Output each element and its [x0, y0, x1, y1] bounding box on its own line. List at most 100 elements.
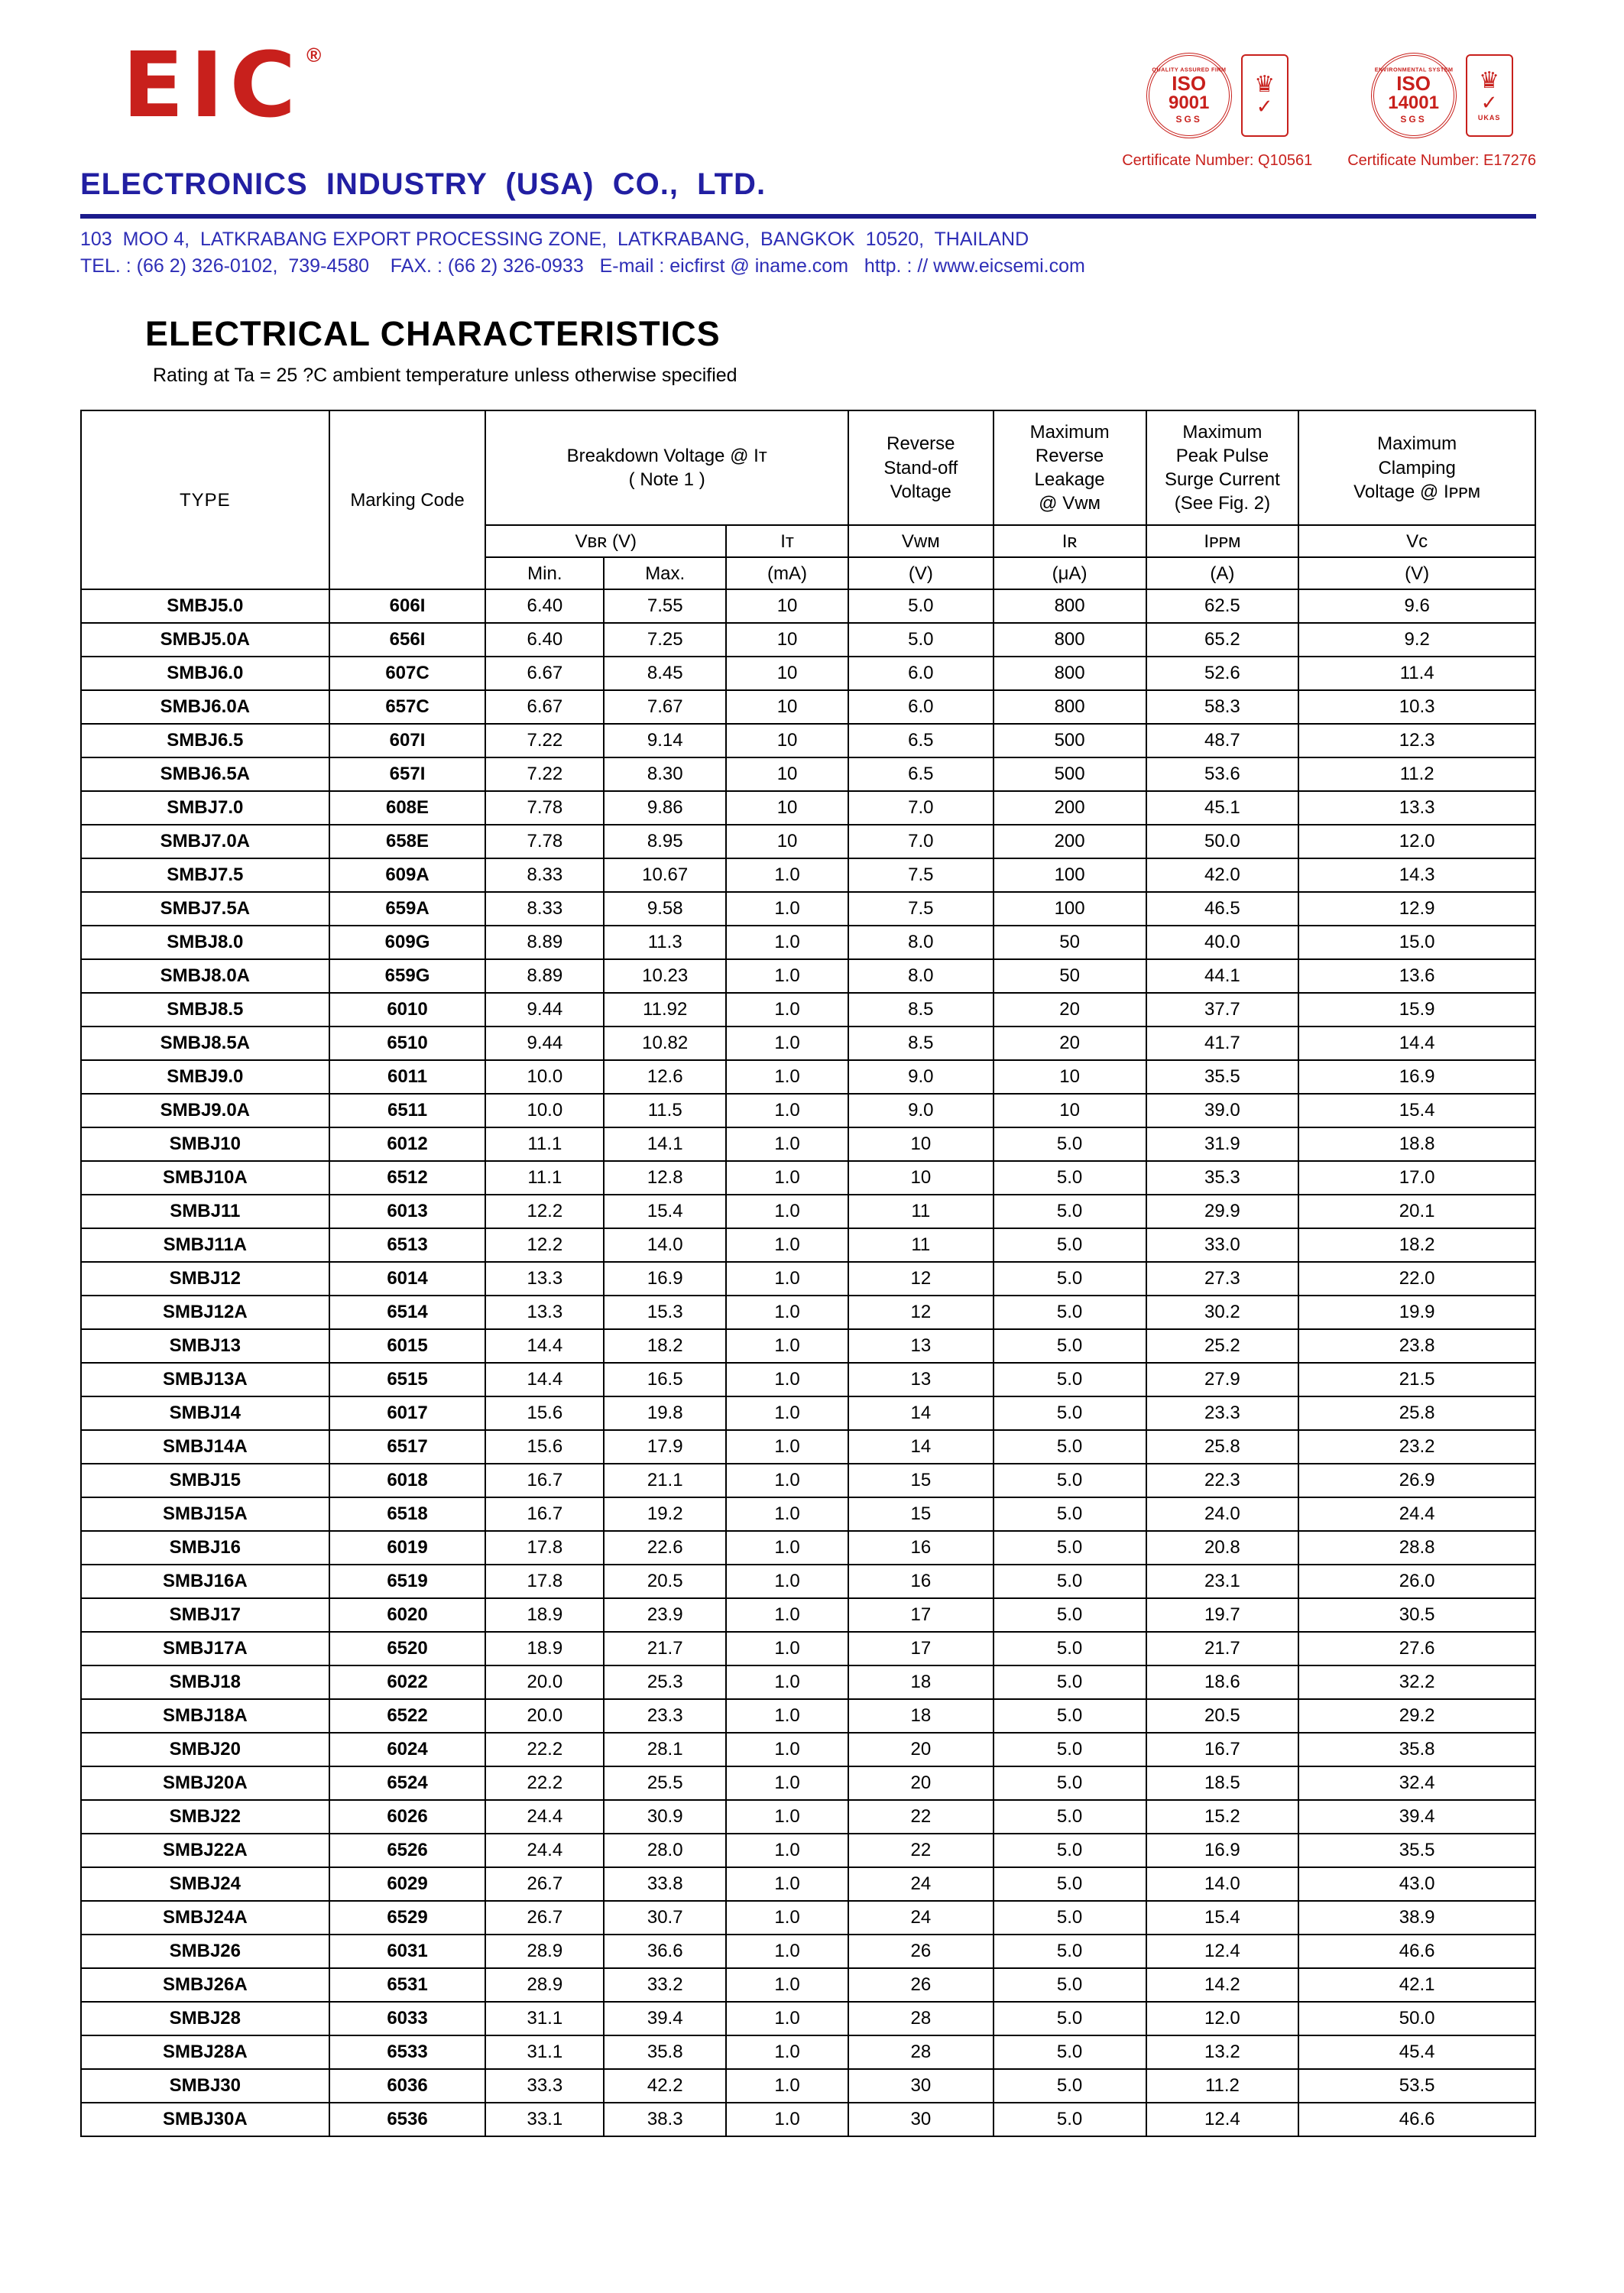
ir-cell: 200	[992, 824, 1147, 860]
type-cell: SMBJ16A	[80, 1564, 330, 1600]
unit-vc: (V)	[1298, 556, 1536, 591]
table-row: SMBJ26A 6531 28.9 33.2 1.0 26 5.0 14.2 42.1	[80, 1967, 1536, 2003]
it-cell: 1.0	[725, 1396, 849, 1432]
marking-code-cell: 6015	[328, 1328, 487, 1364]
marking-code-cell: 6529	[328, 1900, 487, 1936]
type-cell: SMBJ22A	[80, 1833, 330, 1869]
vwm-cell: 10	[847, 1160, 994, 1196]
vc-cell: 10.3	[1298, 689, 1536, 725]
ir-cell: 800	[992, 622, 1147, 658]
vc-cell: 23.8	[1298, 1328, 1536, 1364]
symbol-ir: Iʀ	[992, 524, 1147, 559]
ir-cell: 5.0	[992, 1934, 1147, 1970]
table-row: SMBJ5.0A 656I 6.40 7.25 10 5.0 800 65.2 9.2	[80, 622, 1536, 658]
vwm-cell: 30	[847, 2068, 994, 2104]
iso-word: ISO	[1396, 71, 1431, 95]
ir-cell: 50	[992, 958, 1147, 994]
marking-code-cell: 6518	[328, 1497, 487, 1532]
marking-code-cell: 6512	[328, 1160, 487, 1196]
vbr-max-cell: 39.4	[603, 2001, 728, 2037]
iso-number: 14001	[1388, 92, 1439, 113]
vbr-max-cell: 30.9	[603, 1799, 728, 1835]
ippm-cell: 30.2	[1145, 1295, 1300, 1331]
vbr-max-cell: 33.8	[603, 1867, 728, 1902]
table-row: SMBJ11 6013 12.2 15.4 1.0 11 5.0 29.9 20.1	[80, 1194, 1536, 1230]
ir-cell: 10	[992, 1093, 1147, 1129]
vc-cell: 22.0	[1298, 1261, 1536, 1297]
vbr-max-cell: 17.9	[603, 1429, 728, 1465]
it-cell: 1.0	[725, 1766, 849, 1802]
it-cell: 1.0	[725, 1867, 849, 1902]
header-row-groups: TYPE Marking Code Breakdown Voltage @ Iᴛ…	[80, 410, 1536, 591]
ippm-cell: 44.1	[1145, 958, 1300, 994]
vc-cell: 35.8	[1298, 1732, 1536, 1768]
ippm-cell: 16.7	[1145, 1732, 1300, 1768]
table-row: SMBJ6.0 607C 6.67 8.45 10 6.0 800 52.6 11.4	[80, 656, 1536, 692]
header-divider	[80, 214, 1536, 219]
vbr-min-cell: 9.44	[485, 1026, 605, 1062]
ir-cell: 5.0	[992, 1396, 1147, 1432]
table-row: SMBJ15 6018 16.7 21.1 1.0 15 5.0 22.3 26.9	[80, 1463, 1536, 1499]
vc-cell: 21.5	[1298, 1362, 1536, 1398]
ippm-cell: 46.5	[1145, 891, 1300, 927]
vbr-max-cell: 7.55	[603, 589, 728, 624]
marking-code-cell: 6022	[328, 1665, 487, 1701]
vc-cell: 42.1	[1298, 1967, 1536, 2003]
vwm-cell: 7.5	[847, 891, 994, 927]
vbr-min-cell: 10.0	[485, 1059, 605, 1095]
type-cell: SMBJ8.0	[80, 925, 330, 961]
ir-cell: 100	[992, 891, 1147, 927]
vwm-cell: 6.5	[847, 723, 994, 759]
vbr-min-cell: 7.78	[485, 824, 605, 860]
table-row: SMBJ8.5A 6510 9.44 10.82 1.0 8.5 20 41.7 14.4	[80, 1026, 1536, 1062]
ukas-crest-icon: ♛ ✓ UKAS	[1465, 54, 1513, 137]
seal-ring-label: ENVIRONMENTAL SYSTEM	[1374, 66, 1453, 73]
ir-cell: 5.0	[992, 1530, 1147, 1566]
unit-vwm: (V)	[847, 556, 994, 591]
vwm-cell: 20	[847, 1732, 994, 1768]
ir-cell: 5.0	[992, 1732, 1147, 1768]
vwm-cell: 14	[847, 1396, 994, 1432]
unit-max: Max.	[603, 556, 728, 591]
ir-cell: 20	[992, 1026, 1147, 1062]
table-header: TYPE Marking Code Breakdown Voltage @ Iᴛ…	[80, 410, 1536, 591]
vbr-min-cell: 13.3	[485, 1295, 605, 1331]
ir-cell: 5.0	[992, 1429, 1147, 1465]
ir-cell: 5.0	[992, 1261, 1147, 1297]
vc-cell: 28.8	[1298, 1530, 1536, 1566]
vbr-min-cell: 24.4	[485, 1833, 605, 1869]
ir-cell: 5.0	[992, 2068, 1147, 2104]
it-cell: 1.0	[725, 992, 849, 1028]
electrical-characteristics-table: TYPE Marking Code Breakdown Voltage @ Iᴛ…	[80, 410, 1536, 2138]
type-cell: SMBJ18A	[80, 1698, 330, 1734]
marking-code-cell: 6517	[328, 1429, 487, 1465]
vbr-max-cell: 7.25	[603, 622, 728, 658]
address-line-2: TEL. : (66 2) 326-0102, 739-4580 FAX. : …	[80, 255, 1085, 277]
table-row: SMBJ20A 6524 22.2 25.5 1.0 20 5.0 18.5 32.4	[80, 1766, 1536, 1802]
section-title: ELECTRICAL CHARACTERISTICS	[145, 314, 721, 354]
vc-cell: 9.6	[1298, 589, 1536, 624]
marking-code-cell: 6513	[328, 1228, 487, 1263]
vbr-max-cell: 25.5	[603, 1766, 728, 1802]
type-cell: SMBJ6.0A	[80, 689, 330, 725]
ir-cell: 800	[992, 689, 1147, 725]
it-cell: 1.0	[725, 891, 849, 927]
it-cell: 1.0	[725, 1295, 849, 1331]
it-cell: 1.0	[725, 1530, 849, 1566]
table-row: SMBJ7.0A 658E 7.78 8.95 10 7.0 200 50.0 12.0	[80, 824, 1536, 860]
ir-cell: 500	[992, 757, 1147, 793]
it-cell: 1.0	[725, 2035, 849, 2071]
ippm-cell: 35.5	[1145, 1059, 1300, 1095]
company-name: ELECTRONICS INDUSTRY (USA) CO., LTD.	[80, 167, 767, 202]
vwm-cell: 6.0	[847, 656, 994, 692]
check-icon: ✓	[1256, 95, 1273, 118]
check-icon: ✓	[1480, 91, 1498, 114]
ippm-cell: 25.2	[1145, 1328, 1300, 1364]
ippm-cell: 23.1	[1145, 1564, 1300, 1600]
table-row: SMBJ16A 6519 17.8 20.5 1.0 16 5.0 23.1 26.0	[80, 1564, 1536, 1600]
table-row: SMBJ8.0 609G 8.89 11.3 1.0 8.0 50 40.0 15.0	[80, 925, 1536, 961]
vc-cell: 23.2	[1298, 1429, 1536, 1465]
ir-cell: 5.0	[992, 1295, 1147, 1331]
vc-cell: 50.0	[1298, 2001, 1536, 2037]
table-row: SMBJ10 6012 11.1 14.1 1.0 10 5.0 31.9 18.8	[80, 1127, 1536, 1163]
